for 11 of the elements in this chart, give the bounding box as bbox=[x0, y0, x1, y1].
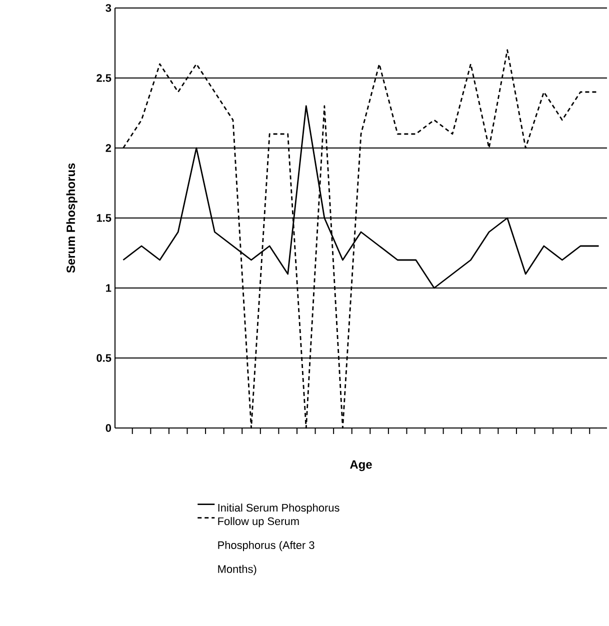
y-tick-label: 0.5 bbox=[96, 354, 112, 362]
text: Follow up Serum Phosphorus (After 3 Months) bbox=[218, 517, 314, 576]
y-tick-label: 1 bbox=[106, 284, 112, 292]
y-tick-label: 1.5 bbox=[96, 214, 112, 222]
legend-label: Initial Serum Phosphorus bbox=[218, 504, 340, 514]
y-tick-label: 3 bbox=[106, 4, 112, 12]
y-tick-label: 2.5 bbox=[96, 74, 112, 82]
y-tick-label: 2 bbox=[106, 144, 112, 152]
y-tick-label: 0 bbox=[106, 424, 112, 432]
x-axis-title: Age bbox=[350, 460, 372, 472]
y-axis-title: Serum Phosphorus bbox=[66, 163, 78, 273]
